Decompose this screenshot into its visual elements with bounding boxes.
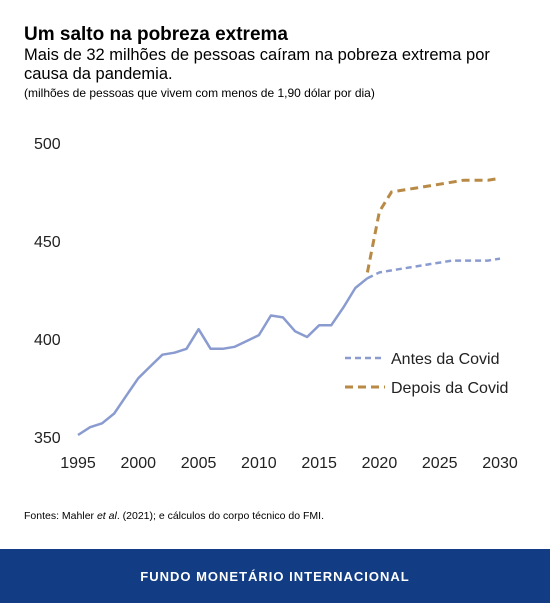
source-note: Fontes: Mahler et al. (2021); e cálculos… — [24, 510, 324, 522]
x-tick-label: 2015 — [301, 455, 337, 472]
x-tick-label: 2025 — [422, 455, 458, 472]
footer-bar: FUNDO MONETÁRIO INTERNACIONAL — [0, 549, 550, 603]
series-line-antes-da-covid-historical — [77, 277, 369, 437]
x-tick-label: 2010 — [241, 455, 277, 472]
source-prefix: Fontes: Mahler — [24, 510, 97, 522]
x-tick-label: 2000 — [120, 455, 156, 472]
line-chart: 350 400 450 500 1995 2000 2005 2010 2015 2020 2025… — [34, 136, 518, 472]
unit-note: (milhões de pessoas que vivem com menos … — [24, 86, 375, 100]
legend-label: Antes da Covid — [391, 351, 500, 368]
y-tick-label: 450 — [34, 234, 61, 251]
chart-title: Um salto na pobreza extrema — [24, 24, 288, 45]
y-tick-label: 400 — [34, 332, 61, 349]
source-italic: et al — [96, 510, 117, 522]
x-tick-label: 1995 — [60, 455, 96, 472]
y-tick-label: 350 — [34, 430, 61, 447]
footer-label: FUNDO MONETÁRIO INTERNACIONAL — [140, 568, 410, 584]
series-line-depois-da-covid — [365, 176, 501, 273]
series-line-antes-da-covid-projection — [366, 257, 501, 280]
source-suffix: . (2021); e cálculos do corpo técnico do… — [116, 510, 324, 522]
y-tick-label: 500 — [34, 136, 61, 153]
x-tick-label: 2005 — [181, 455, 217, 472]
x-tick-label: 2030 — [482, 455, 518, 472]
legend-label: Depois da Covid — [391, 380, 508, 397]
x-tick-label: 2020 — [362, 455, 398, 472]
chart-subtitle: Mais de 32 milhões de pessoas caíram na … — [24, 46, 490, 83]
